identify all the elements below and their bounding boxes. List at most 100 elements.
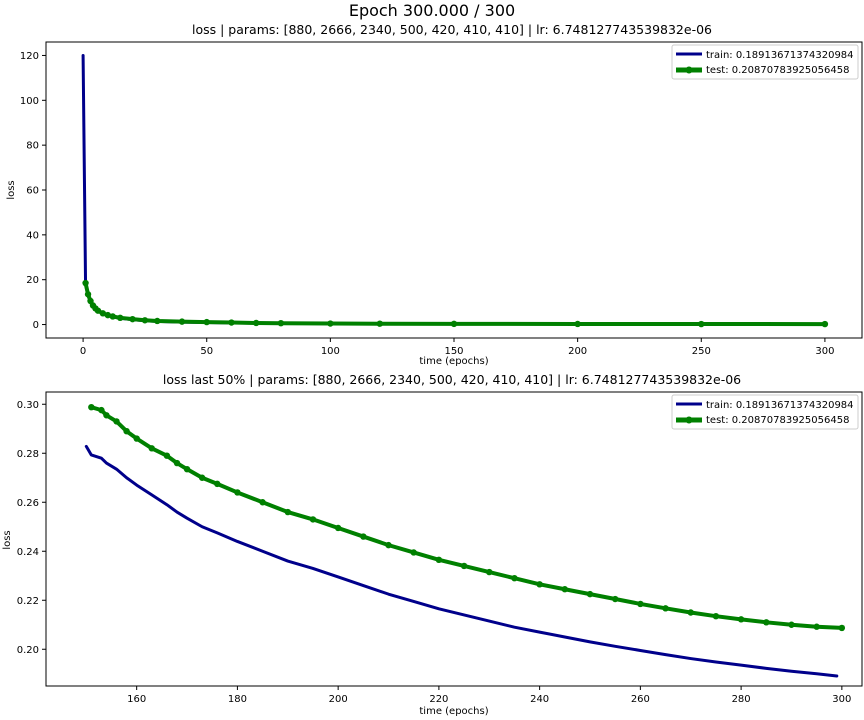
test-series-point <box>698 320 705 328</box>
test-series-point <box>178 318 186 325</box>
test-series-point <box>129 315 136 323</box>
loss-last-50-plot-xlabel: time (epochs) <box>419 706 488 717</box>
y-tick-label: 0.28 <box>17 449 39 460</box>
x-tick-label: 200 <box>329 694 348 705</box>
test-series-point <box>252 319 260 327</box>
test-series-point <box>109 313 116 320</box>
test-series-point <box>84 291 92 298</box>
loss-plot: loss | params: [880, 2666, 2340, 500, 42… <box>6 22 863 367</box>
x-tick-label: 180 <box>228 694 247 705</box>
test-series-point <box>376 320 384 327</box>
x-tick-label: 150 <box>444 346 463 357</box>
test-series-point <box>99 310 107 317</box>
test-series-point <box>611 595 619 603</box>
test-series-point <box>214 480 221 488</box>
test-series-point <box>82 279 89 287</box>
loss-last-50-plot-ticks: 160 180 200 220 240 260 280 300 0.20 0.22 0.24 0.26… <box>17 400 852 705</box>
test-series-point <box>813 623 820 630</box>
test-series-point <box>259 499 266 506</box>
train-series-line <box>84 444 839 678</box>
legend-box <box>671 44 859 80</box>
test-series-point <box>410 549 417 556</box>
test-series-point <box>737 616 745 623</box>
test-series-point <box>103 412 110 419</box>
x-tick-label: 280 <box>732 694 751 705</box>
x-tick-label: 250 <box>692 346 711 357</box>
test-series-point <box>133 435 140 442</box>
loss-plot-legend: train: 0.18913671374320984 test: 0.20870… <box>671 44 859 80</box>
test-series-point <box>98 406 105 414</box>
test-series-point <box>183 465 191 473</box>
legend-test-label: test: 0.20870783925056458 <box>706 65 849 76</box>
y-tick-label: 0.24 <box>17 547 39 558</box>
x-tick-label: 220 <box>429 694 448 705</box>
y-tick-label: 60 <box>26 186 39 197</box>
test-series-point <box>104 311 112 319</box>
test-series-point <box>228 319 235 326</box>
test-series-point <box>662 605 669 612</box>
test-series-point <box>574 320 581 328</box>
legend-test-marker <box>685 416 693 424</box>
loss-plot-xlabel: time (epochs) <box>419 356 488 367</box>
x-tick-label: 240 <box>530 694 549 705</box>
y-tick-label: 80 <box>26 141 39 152</box>
test-series-point <box>838 624 846 632</box>
x-tick-label: 50 <box>200 346 213 357</box>
loss-plot-ticks: 0 50 100 150 200 250 300 0 20 40 60 80 100 120 <box>20 51 835 357</box>
test-series-point <box>435 556 443 564</box>
y-tick-label: 0.22 <box>17 596 39 607</box>
test-series-point <box>94 307 102 314</box>
test-series-point <box>148 445 155 452</box>
test-series-point <box>788 621 795 628</box>
y-tick-label: 100 <box>20 96 39 107</box>
test-series-point <box>712 612 720 620</box>
x-tick-label: 300 <box>815 346 834 357</box>
legend-test-marker <box>685 66 693 74</box>
test-series-point <box>460 562 468 570</box>
legend-test-label: test: 0.20870783925056458 <box>706 415 849 426</box>
y-tick-label: 120 <box>20 51 39 62</box>
test-series-point <box>385 541 392 549</box>
test-series-point <box>486 568 493 576</box>
loss-last-50-plot-ylabel: loss <box>2 530 13 549</box>
test-series-point <box>334 524 342 532</box>
test-series-point <box>113 418 120 425</box>
legend-box <box>671 394 859 430</box>
y-tick-label: 0.26 <box>17 498 39 509</box>
test-series-point <box>173 459 181 467</box>
x-tick-label: 0 <box>80 346 86 357</box>
x-tick-label: 300 <box>832 694 851 705</box>
y-tick-label: 0 <box>33 320 39 331</box>
test-series-point <box>561 586 569 593</box>
figure-suptitle: Epoch 300.000 / 300 <box>349 1 515 20</box>
test-series-point <box>821 320 829 328</box>
loss-plot-ylabel: loss <box>6 180 17 199</box>
legend-train-label: train: 0.18913671374320984 <box>706 400 854 411</box>
train-series-line <box>81 53 827 326</box>
test-series-point <box>198 474 206 481</box>
x-tick-label: 100 <box>321 346 340 357</box>
test-series-point <box>309 516 317 523</box>
test-series-point <box>637 600 644 608</box>
y-tick-label: 0.20 <box>17 645 39 656</box>
test-series-point <box>116 314 124 322</box>
x-tick-label: 260 <box>631 694 650 705</box>
test-series-point <box>141 317 149 324</box>
legend-train-label: train: 0.18913671374320984 <box>706 50 854 61</box>
loss-last-50-plot-legend: train: 0.18913671374320984 test: 0.20870… <box>671 394 859 430</box>
y-tick-label: 20 <box>26 275 39 286</box>
test-series-line <box>89 405 844 630</box>
test-series-point <box>154 317 161 325</box>
test-series-point <box>163 452 171 459</box>
loss-plot-frame <box>45 41 863 339</box>
test-series-point <box>687 609 694 616</box>
loss-last-50-plot-area <box>84 403 846 678</box>
test-series-point <box>327 320 334 327</box>
y-tick-label: 0.30 <box>17 400 39 411</box>
test-series-line <box>83 281 827 327</box>
loss-last-50-plot: loss last 50% | params: [880, 2666, 2340… <box>2 372 863 717</box>
test-series-point <box>511 575 518 582</box>
test-series-point <box>284 508 291 516</box>
test-series-point <box>450 320 458 328</box>
